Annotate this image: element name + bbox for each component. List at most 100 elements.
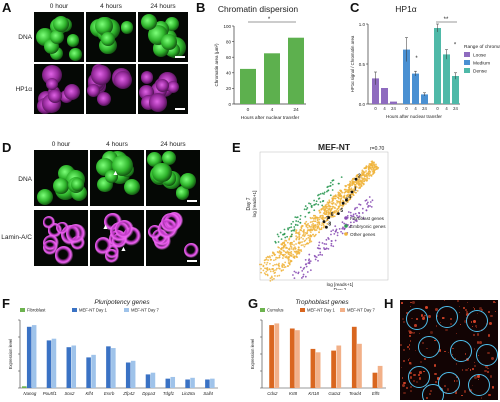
- point-other-gene: [309, 234, 312, 236]
- chart-trophoblast-genes: Trophoblast genes Cumulus MEF-NT Day 1 MEF-…: [250, 299, 386, 396]
- bar-cdx2: [269, 325, 274, 388]
- point-other-gene: [321, 214, 324, 217]
- point-other-gene: [374, 166, 376, 169]
- point-other-gene: [352, 188, 354, 191]
- panel-a-dna-0h: [34, 12, 84, 62]
- point-other-gene: [303, 240, 306, 243]
- point-other-gene: [324, 204, 327, 207]
- point-fibroblast-gene: [369, 205, 371, 207]
- point-other-gene: [366, 176, 369, 179]
- panel-a-row-hp1: HP1α: [15, 86, 32, 93]
- point-other-gene: [314, 216, 317, 219]
- nucleus-blob: [141, 13, 158, 30]
- nucleus-blob: [152, 162, 172, 183]
- signal-dot: [463, 307, 466, 310]
- annotated-point-5: [337, 212, 340, 215]
- x-tick-label: 4: [383, 106, 386, 111]
- point-embryonic-gene: [276, 233, 279, 236]
- signal-dot: [473, 348, 476, 350]
- point-other-gene: [365, 170, 368, 172]
- point-other-gene: [306, 230, 309, 233]
- point-other-gene: [293, 240, 295, 243]
- point-other-gene: [289, 254, 292, 257]
- point-other-gene: [300, 225, 303, 228]
- point-other-gene: [260, 263, 263, 266]
- point-other-gene: [268, 268, 271, 270]
- point-other-gene: [373, 170, 376, 173]
- point-other-gene: [289, 245, 292, 248]
- point-other-gene: [318, 218, 321, 221]
- signal-dot: [406, 345, 410, 349]
- point-other-gene: [302, 238, 304, 240]
- panel-a-col-2: 24 hours: [150, 3, 176, 10]
- point-other-gene: [298, 234, 301, 236]
- point-other-gene: [366, 178, 369, 180]
- x-axis-label-reads: log [reads+1]: [327, 282, 354, 287]
- point-fibroblast-gene: [341, 227, 344, 230]
- point-embryonic-gene: [277, 235, 280, 238]
- panel-d-col-0: 0 hour: [51, 141, 71, 148]
- region-circle: [450, 340, 472, 362]
- point-fibroblast-gene: [334, 230, 337, 233]
- point-other-gene: [282, 253, 285, 256]
- signal-dot: [459, 324, 461, 326]
- point-other-gene: [284, 251, 287, 254]
- nucleus-blob: [36, 188, 53, 205]
- point-other-gene: [278, 267, 281, 270]
- panel-b-letter: B: [196, 0, 206, 15]
- legend-label: Other genes: [350, 232, 376, 237]
- point-other-gene: [303, 232, 305, 235]
- nucleus-blob: [175, 186, 189, 200]
- point-other-gene: [273, 277, 275, 280]
- signal-dot: [463, 390, 467, 393]
- annotated-point-label: 4: [348, 195, 351, 201]
- legend-swatch: [344, 232, 348, 236]
- point-other-gene: [320, 226, 323, 229]
- point-fibroblast-gene: [302, 273, 305, 276]
- point-other-gene: [286, 241, 289, 244]
- signal-dot: [402, 391, 406, 395]
- point-other-gene: [334, 211, 336, 214]
- point-other-gene: [367, 166, 369, 168]
- bar-tead4: [357, 343, 362, 388]
- point-other-gene: [290, 247, 293, 250]
- signal-dot: [454, 391, 457, 394]
- point-other-gene: [307, 234, 310, 237]
- bar-0: [240, 68, 256, 104]
- point-other-gene: [343, 194, 346, 197]
- point-other-gene: [277, 264, 280, 267]
- point-embryonic-gene: [327, 189, 329, 192]
- signal-dot: [484, 369, 487, 372]
- panel-d-row-dna: DNA: [18, 176, 32, 183]
- point-other-gene: [317, 226, 320, 229]
- x-tick-label: 0: [374, 106, 377, 111]
- point-other-gene: [373, 163, 376, 166]
- point-other-gene: [269, 277, 272, 280]
- point-embryonic-gene: [329, 185, 331, 187]
- signal-dot: [487, 311, 490, 314]
- point-other-gene: [364, 167, 366, 170]
- panel-a-hp1-24h: [138, 64, 188, 114]
- signal-dot: [401, 317, 405, 321]
- point-fibroblast-gene: [295, 271, 297, 274]
- panel-d-lamin-24h: [146, 210, 200, 266]
- panel-d-lamin-0h: [34, 210, 88, 266]
- bar-zfp42: [130, 360, 136, 388]
- point-other-gene: [313, 224, 316, 227]
- legend-label: Cumulus: [267, 308, 284, 313]
- point-fibroblast-gene: [325, 238, 328, 241]
- point-other-gene: [373, 169, 376, 172]
- point-embryonic-gene: [295, 220, 298, 222]
- point-fibroblast-gene: [370, 205, 373, 208]
- point-other-gene: [328, 200, 331, 203]
- point-other-gene: [295, 250, 298, 253]
- point-other-gene: [258, 263, 261, 266]
- point-fibroblast-gene: [352, 218, 355, 221]
- point-other-gene: [318, 221, 321, 224]
- y-tick-label: 20: [226, 86, 232, 91]
- point-other-gene: [340, 191, 343, 193]
- point-other-gene: [350, 195, 353, 198]
- point-other-gene: [265, 256, 268, 259]
- point-other-gene: [278, 256, 280, 259]
- panel-d-row-lamin: Lamin-A/C: [1, 234, 32, 241]
